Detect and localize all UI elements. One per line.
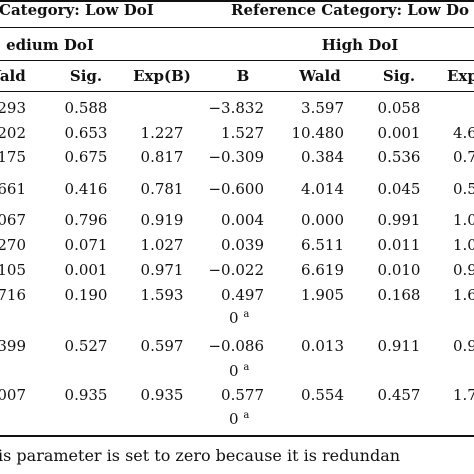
cell-b-right: 0.004 xyxy=(221,211,264,229)
cell-sig-right: 0.058 xyxy=(377,99,421,117)
cell-exp-right: 0.9 xyxy=(453,261,474,279)
cell-exp-right: 0.9 xyxy=(453,337,474,355)
cell-sig-right: 0.010 xyxy=(377,261,421,279)
cell-exp-right: 0.5 xyxy=(453,180,474,198)
cell-exp-right: 1.0 xyxy=(453,236,474,254)
cell-expb-left: 0.935 xyxy=(140,386,184,404)
cell-sig-right: 0.001 xyxy=(377,124,421,142)
cell-wald-right: 10.480 xyxy=(291,124,345,142)
col-sig-left: Sig. xyxy=(69,67,103,85)
cell-wald-right: 0.384 xyxy=(301,148,344,166)
col-exp-right: Exp xyxy=(447,67,474,85)
cell-wald-left: .293 xyxy=(0,99,26,117)
cell-b-right: 0.497 xyxy=(221,286,264,304)
cell-wald-left: .270 xyxy=(0,236,26,254)
cell-expb-left: 1.593 xyxy=(140,286,184,304)
cell-exp-right: 1.7 xyxy=(453,386,474,404)
cell-wald-left: .661 xyxy=(0,180,26,198)
cell-b-right: 0.577 xyxy=(221,386,264,404)
cell-b-right: 1.527 xyxy=(221,124,264,142)
category-rule xyxy=(0,27,474,28)
cell-sig-right: 0.991 xyxy=(377,211,421,229)
col-wald-right: Wald xyxy=(299,67,341,85)
cell-sig-right: 0.911 xyxy=(377,337,421,355)
cell-sig-left: 0.675 xyxy=(64,148,108,166)
cell-exp-right: 1.0 xyxy=(453,211,474,229)
cell-sig-right: 0.168 xyxy=(377,286,421,304)
zero-value: 0 xyxy=(229,410,239,428)
col-b-right: B xyxy=(236,67,250,85)
cell-expb-left: 0.817 xyxy=(140,148,184,166)
zero-value: 0 xyxy=(229,362,239,380)
cell-expb-left: 0.919 xyxy=(140,211,184,229)
col-wald-left: Wald xyxy=(0,67,26,85)
cell-expb-left: 0.597 xyxy=(140,337,184,355)
cell-exp-right: 4.6 xyxy=(453,124,474,142)
cell-b-right: −3.832 xyxy=(208,99,264,117)
cell-sig-left: 0.653 xyxy=(64,124,108,142)
top-rule xyxy=(0,0,474,2)
columns-rule xyxy=(0,91,474,92)
cell-wald-left: .067 xyxy=(0,211,26,229)
cell-wald-left: .202 xyxy=(0,124,26,142)
cell-expb-left: 1.227 xyxy=(140,124,184,142)
footnote-marker: a xyxy=(243,309,250,320)
cell-wald-right: 0.013 xyxy=(301,337,344,355)
cell-sig-right: 0.011 xyxy=(377,236,421,254)
cell-b-right: −0.309 xyxy=(208,148,264,166)
right-category-header: Reference Category: Low Do xyxy=(231,1,469,19)
footnote-marker: a xyxy=(243,362,250,373)
cell-wald-right: 0.554 xyxy=(301,386,344,404)
col-sig-right: Sig. xyxy=(382,67,416,85)
cell-wald-right: 6.511 xyxy=(301,236,344,254)
cell-wald-right: 6.619 xyxy=(301,261,344,279)
high-doi-group: High DoI xyxy=(321,36,399,54)
cell-sig-right: 0.045 xyxy=(377,180,421,198)
cell-wald-left: .007 xyxy=(0,386,26,404)
cell-b-zero: 0 a xyxy=(229,362,249,380)
col-expb-left: Exp(B) xyxy=(133,67,191,85)
cell-b-right: −0.022 xyxy=(208,261,264,279)
cell-sig-left: 0.190 xyxy=(64,286,108,304)
cell-wald-right: 1.905 xyxy=(301,286,344,304)
cell-b-right: −0.086 xyxy=(208,337,264,355)
zero-value: 0 xyxy=(229,309,239,327)
footnote-marker: a xyxy=(243,410,250,421)
cell-wald-left: .716 xyxy=(0,286,26,304)
cell-sig-left: 0.071 xyxy=(64,236,108,254)
medium-doi-group: edium DoI xyxy=(6,36,94,54)
cell-wald-left: .399 xyxy=(0,337,26,355)
cell-wald-left: 1.105 xyxy=(0,261,26,279)
cell-expb-left: 1.027 xyxy=(140,236,184,254)
cell-expb-left: 0.781 xyxy=(140,180,184,198)
cell-wald-right: 0.000 xyxy=(301,211,344,229)
cell-wald-left: .175 xyxy=(0,148,26,166)
cell-sig-left: 0.588 xyxy=(64,99,108,117)
cell-expb-left: 0.971 xyxy=(140,261,184,279)
cell-exp-right: 1.6 xyxy=(453,286,474,304)
cell-sig-left: 0.001 xyxy=(64,261,108,279)
cell-b-right: 0.039 xyxy=(221,236,264,254)
cell-wald-right: 3.597 xyxy=(301,99,344,117)
cell-b-zero: 0 a xyxy=(229,410,249,428)
footnote: is parameter is set to zero because it i… xyxy=(0,446,401,465)
group-rule xyxy=(0,60,474,61)
cell-sig-right: 0.457 xyxy=(377,386,421,404)
cell-wald-right: 4.014 xyxy=(301,180,344,198)
cell-b-right: −0.600 xyxy=(208,180,264,198)
bottom-rule xyxy=(0,435,474,437)
left-category-header: Category: Low DoI xyxy=(0,1,154,19)
cell-sig-right: 0.536 xyxy=(377,148,421,166)
cell-sig-left: 0.416 xyxy=(64,180,108,198)
cell-b-zero: 0 a xyxy=(229,309,249,327)
cell-exp-right: 0.7 xyxy=(453,148,474,166)
cell-sig-left: 0.796 xyxy=(64,211,108,229)
cell-sig-left: 0.527 xyxy=(64,337,108,355)
cell-sig-left: 0.935 xyxy=(64,386,108,404)
